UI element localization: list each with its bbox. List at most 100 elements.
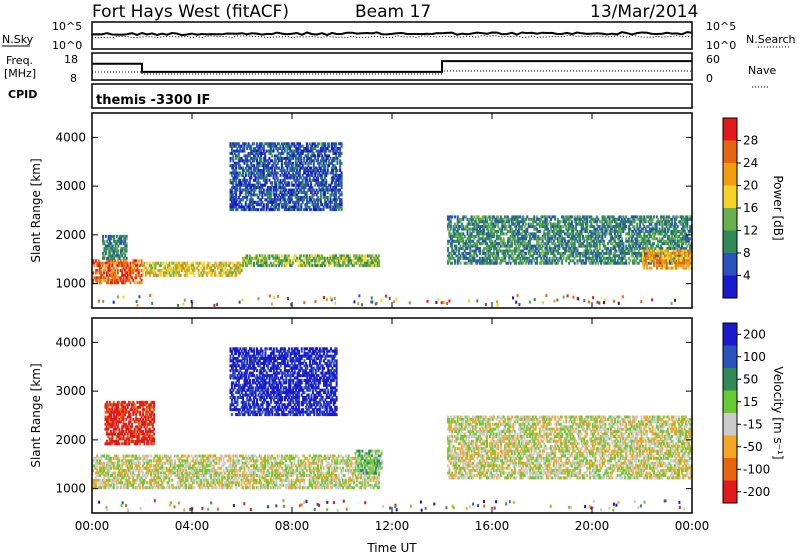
data-cell-region-2 — [239, 264, 242, 268]
data-cell-region-5 — [566, 215, 569, 219]
data-cell-region-4 — [279, 181, 282, 185]
data-cell-region-4 — [251, 156, 254, 160]
data-cell-region-5 — [591, 234, 594, 238]
data-cell-region-3 — [353, 261, 356, 265]
data-cell-region-2 — [197, 269, 200, 272]
data-cell-region-4 — [294, 171, 297, 175]
data-cell-region-4 — [339, 166, 342, 170]
data-cell-region-5 — [666, 234, 669, 238]
data-cell-region-4 — [261, 208, 264, 212]
data-cell-region-0 — [140, 281, 143, 285]
data-cell-region-3 — [305, 261, 308, 265]
data-cell-region-6 — [657, 249, 660, 253]
data-cell-region-5 — [529, 259, 532, 263]
data-cell-region-5 — [508, 239, 511, 243]
data-cell-region-3 — [269, 264, 272, 268]
data-cell-region-5 — [671, 234, 674, 238]
data-cell-region-0 — [122, 261, 125, 265]
data-cell-region-3 — [283, 264, 286, 268]
data-cell-region-2 — [185, 271, 188, 275]
data-cell-region-5 — [495, 254, 498, 258]
data-cell-region-4 — [293, 176, 296, 180]
data-cell-region-5 — [637, 244, 640, 248]
data-cell-region-6 — [665, 256, 668, 260]
data-cell-region-4 — [294, 156, 297, 160]
data-cell-region-5 — [515, 232, 518, 236]
data-cell-region-5 — [529, 254, 532, 258]
data-cell-region-5 — [451, 242, 454, 246]
data-cell-region-4 — [278, 142, 281, 146]
data-cell-region-2 — [143, 261, 146, 265]
data-cell-region-4 — [272, 186, 275, 190]
data-cell-region-5 — [456, 232, 459, 236]
data-cell-region-4 — [269, 200, 272, 204]
data-cell-region-1 — [118, 254, 121, 258]
data-cell-region-4 — [311, 154, 314, 158]
data-cell-region-4 — [287, 164, 290, 168]
data-cell-region-4 — [298, 154, 301, 158]
data-cell-region-5 — [511, 249, 513, 253]
data-cell-region-5 — [597, 251, 600, 255]
data-cell-region-5 — [601, 222, 604, 226]
data-cell-region-4 — [269, 198, 272, 202]
data-cell-region-5 — [583, 261, 586, 265]
data-cell-region-5 — [447, 225, 449, 229]
data-cell-region-5 — [640, 234, 643, 238]
data-cell-region-4 — [253, 171, 256, 175]
data-cell-region-3 — [268, 256, 271, 260]
data-cell-region-5 — [614, 217, 616, 221]
data-cell-region-5 — [648, 227, 651, 231]
data-cell-region-4 — [230, 191, 233, 194]
data-cell-region-5 — [516, 242, 519, 246]
data-cell-region-5 — [630, 251, 633, 255]
data-cell-region-4 — [339, 173, 342, 177]
data-cell-region-5 — [604, 247, 607, 251]
data-cell-region-4 — [326, 144, 329, 148]
data-cell-region-4 — [286, 181, 289, 185]
data-cell-region-5 — [675, 247, 678, 251]
data-cell-region-5 — [554, 261, 557, 265]
data-cell-region-5 — [618, 215, 621, 219]
data-cell-region-4 — [328, 154, 331, 158]
data-cell-region-5 — [530, 244, 533, 248]
data-cell-region-4 — [298, 181, 301, 185]
data-cell-region-5 — [547, 237, 550, 241]
data-cell-region-4 — [253, 200, 256, 204]
data-cell-region-4 — [258, 171, 261, 175]
data-cell-region-4 — [283, 171, 286, 175]
data-cell-region-4 — [322, 186, 325, 190]
data-cell-region-4 — [322, 193, 325, 197]
data-cell-region-2 — [233, 264, 236, 268]
data-cell-region-5 — [679, 222, 682, 226]
data-cell-region-5 — [590, 217, 593, 221]
data-cell-region-4 — [318, 171, 321, 175]
data-cell-region-5 — [533, 215, 536, 219]
data-cell-region-6 — [642, 254, 644, 258]
data-cell-region-4 — [243, 208, 246, 212]
data-cell-region-2 — [237, 261, 240, 265]
data-cell-region-5 — [480, 230, 483, 233]
data-cell-region-6 — [661, 256, 664, 260]
data-cell-region-3 — [264, 261, 267, 265]
data-cell-region-5 — [540, 261, 543, 265]
data-cell-region-4 — [310, 191, 313, 194]
data-cell-region-5 — [533, 259, 536, 263]
data-cell-region-5 — [551, 256, 554, 260]
data-cell-region-4 — [312, 152, 315, 155]
data-cell-region-5 — [533, 234, 536, 238]
data-cell-region-5 — [537, 230, 540, 233]
data-cell-region-4 — [239, 191, 242, 194]
data-cell-region-2 — [233, 269, 236, 272]
data-cell-region-5 — [533, 225, 536, 229]
data-cell-region-5 — [534, 247, 537, 251]
data-cell-region-5 — [483, 247, 486, 251]
data-cell-region-4 — [258, 164, 261, 168]
data-cell-region-5 — [474, 217, 477, 221]
data-cell-region-4 — [240, 188, 243, 192]
data-cell-region-4 — [279, 183, 282, 187]
data-cell-region-5 — [522, 220, 525, 224]
data-cell-region-5 — [497, 220, 500, 224]
data-cell-region-5 — [456, 259, 459, 263]
data-cell-region-6 — [687, 251, 690, 255]
